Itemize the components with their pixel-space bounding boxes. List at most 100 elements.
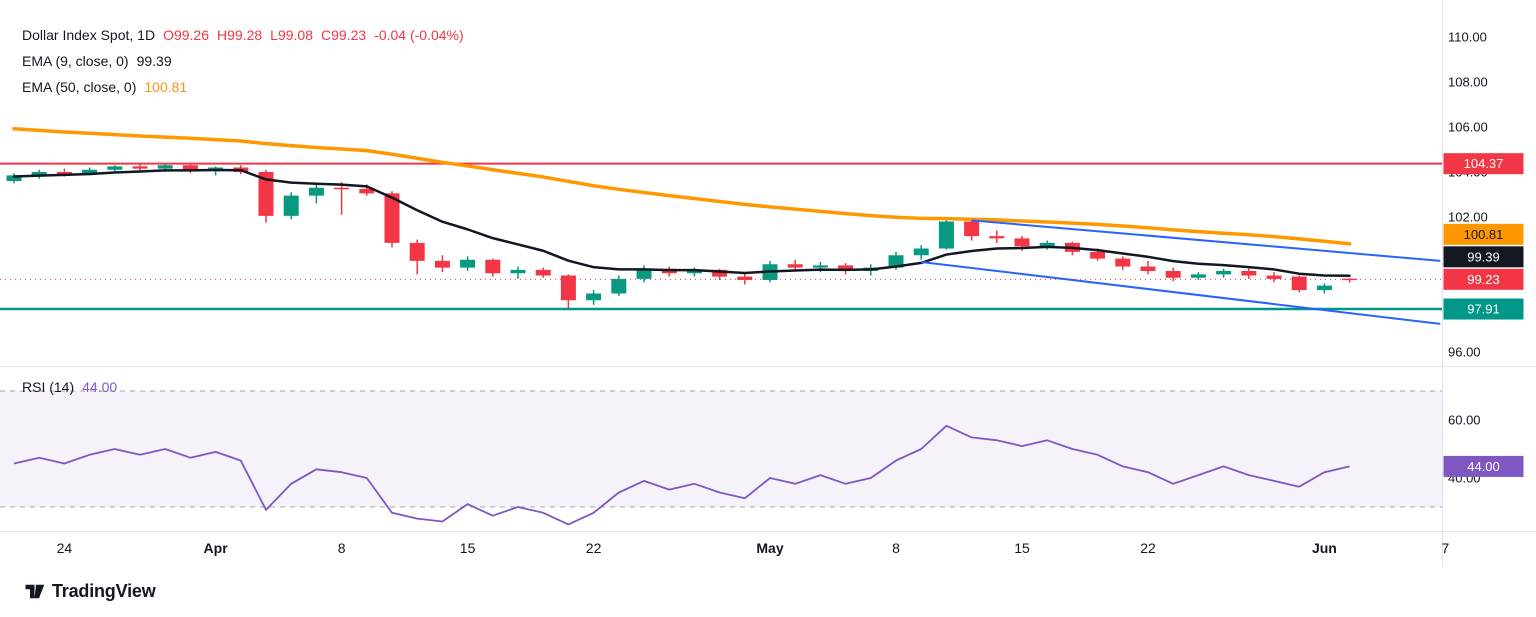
rsi-legend: RSI (14) 44.00 <box>22 374 125 400</box>
symbol-title: Dollar Index Spot, 1D <box>22 27 156 43</box>
candle <box>485 259 501 274</box>
time-tick-label: 8 <box>338 540 346 556</box>
price-badge <box>1443 153 1524 175</box>
ema50-value: 100.81 <box>144 79 188 95</box>
candle <box>82 169 98 175</box>
ohlc-close: C99.23 <box>321 27 367 43</box>
candle <box>434 260 450 268</box>
candle <box>1039 242 1055 247</box>
candle <box>913 248 929 256</box>
price-badge <box>1443 298 1524 320</box>
candle <box>1165 271 1181 278</box>
candle <box>409 242 425 261</box>
rsi-tick-label: 60.00 <box>1448 413 1481 428</box>
price-badge-text: 97.91 <box>1467 302 1500 317</box>
candle <box>1014 238 1030 247</box>
price-legend: Dollar Index Spot, 1D O99.26 H99.28 L99.… <box>22 22 472 100</box>
candle <box>686 269 702 274</box>
price-tick-label: 108.00 <box>1448 75 1488 90</box>
candle <box>712 269 728 277</box>
candle <box>510 269 526 274</box>
rsi-label: RSI (14) <box>22 379 75 395</box>
ema9-line <box>12 168 1351 277</box>
candle <box>1342 278 1358 281</box>
candle <box>838 265 854 271</box>
price-badge-text: 99.39 <box>1467 249 1500 264</box>
price-tick-label: 106.00 <box>1448 120 1488 135</box>
rsi-badge <box>1443 455 1524 477</box>
symbol-row[interactable]: Dollar Index Spot, 1D O99.26 H99.28 L99.… <box>22 22 472 48</box>
candle <box>132 166 148 169</box>
price-badge <box>1443 246 1524 268</box>
candle <box>964 221 980 237</box>
ohlc-open: O99.26 <box>163 27 210 43</box>
candle <box>812 265 828 268</box>
ohlc-change: -0.04 (-0.04%) <box>374 27 464 43</box>
candle <box>384 193 400 243</box>
candle <box>157 165 173 169</box>
tradingview-attribution[interactable]: TradingView <box>24 581 156 602</box>
time-tick-label: Jun <box>1312 540 1337 556</box>
time-tick-label: 22 <box>1140 540 1156 556</box>
time-axis[interactable] <box>0 532 1536 567</box>
rsi-badge-text: 44.00 <box>1467 459 1500 474</box>
chart-canvas[interactable]: 110.00108.00106.00104.00102.00100.0098.0… <box>0 0 1536 570</box>
candle <box>1266 275 1282 279</box>
candle <box>586 293 602 301</box>
candle <box>1140 266 1156 271</box>
time-tick-label: Apr <box>204 540 229 556</box>
candle <box>1090 251 1106 259</box>
price-badge <box>1443 223 1524 245</box>
rsi-value: 44.00 <box>82 379 118 395</box>
price-tick-label: 102.00 <box>1448 210 1488 225</box>
candle <box>560 275 576 301</box>
candle <box>535 269 551 276</box>
ema9-legend-row[interactable]: EMA (9, close, 0) 99.39 <box>22 48 472 74</box>
candle <box>1291 276 1307 291</box>
candle <box>1316 285 1332 291</box>
time-tick-label: 7 <box>1441 540 1449 556</box>
candle <box>460 259 476 268</box>
candle <box>787 264 803 268</box>
time-tick-label: 15 <box>1014 540 1030 556</box>
price-axis[interactable] <box>1443 0 1536 532</box>
ohlc-low: L99.08 <box>270 27 313 43</box>
trendline <box>921 261 1441 325</box>
tradingview-logo-icon <box>25 584 45 599</box>
candle <box>308 187 324 196</box>
rsi-band <box>0 391 1442 507</box>
candle <box>31 172 47 176</box>
ema50-label: EMA (50, close, 0) <box>22 79 137 95</box>
rsi-pane[interactable] <box>0 370 1442 530</box>
ohlc-high: H99.28 <box>217 27 263 43</box>
candle <box>1115 258 1131 267</box>
candle <box>938 221 954 249</box>
candle <box>636 268 652 279</box>
candle <box>1190 274 1206 278</box>
ema50-line <box>12 127 1352 246</box>
price-tick-label: 110.00 <box>1448 30 1487 45</box>
candle <box>1216 271 1232 275</box>
candle <box>56 172 72 175</box>
price-tick-label: 96.00 <box>1448 345 1481 360</box>
candle <box>182 165 198 171</box>
time-tick-label: 24 <box>57 540 73 556</box>
time-tick-label: May <box>756 540 783 556</box>
candle <box>107 166 123 170</box>
rsi-legend-row[interactable]: RSI (14) 44.00 <box>22 374 125 400</box>
ema50-legend-row[interactable]: EMA (50, close, 0) 100.81 <box>22 74 472 100</box>
candle <box>1241 271 1257 276</box>
time-tick-label: 8 <box>892 540 900 556</box>
time-tick-label: 22 <box>586 540 602 556</box>
candle <box>888 255 904 268</box>
candle <box>737 276 753 280</box>
ema9-value: 99.39 <box>136 53 172 69</box>
candles <box>6 164 1358 309</box>
price-badge-text: 104.37 <box>1464 156 1504 171</box>
ema9-label: EMA (9, close, 0) <box>22 53 129 69</box>
candle <box>334 187 350 190</box>
candle <box>258 172 274 216</box>
candle <box>989 236 1005 239</box>
trendline <box>971 219 1441 262</box>
